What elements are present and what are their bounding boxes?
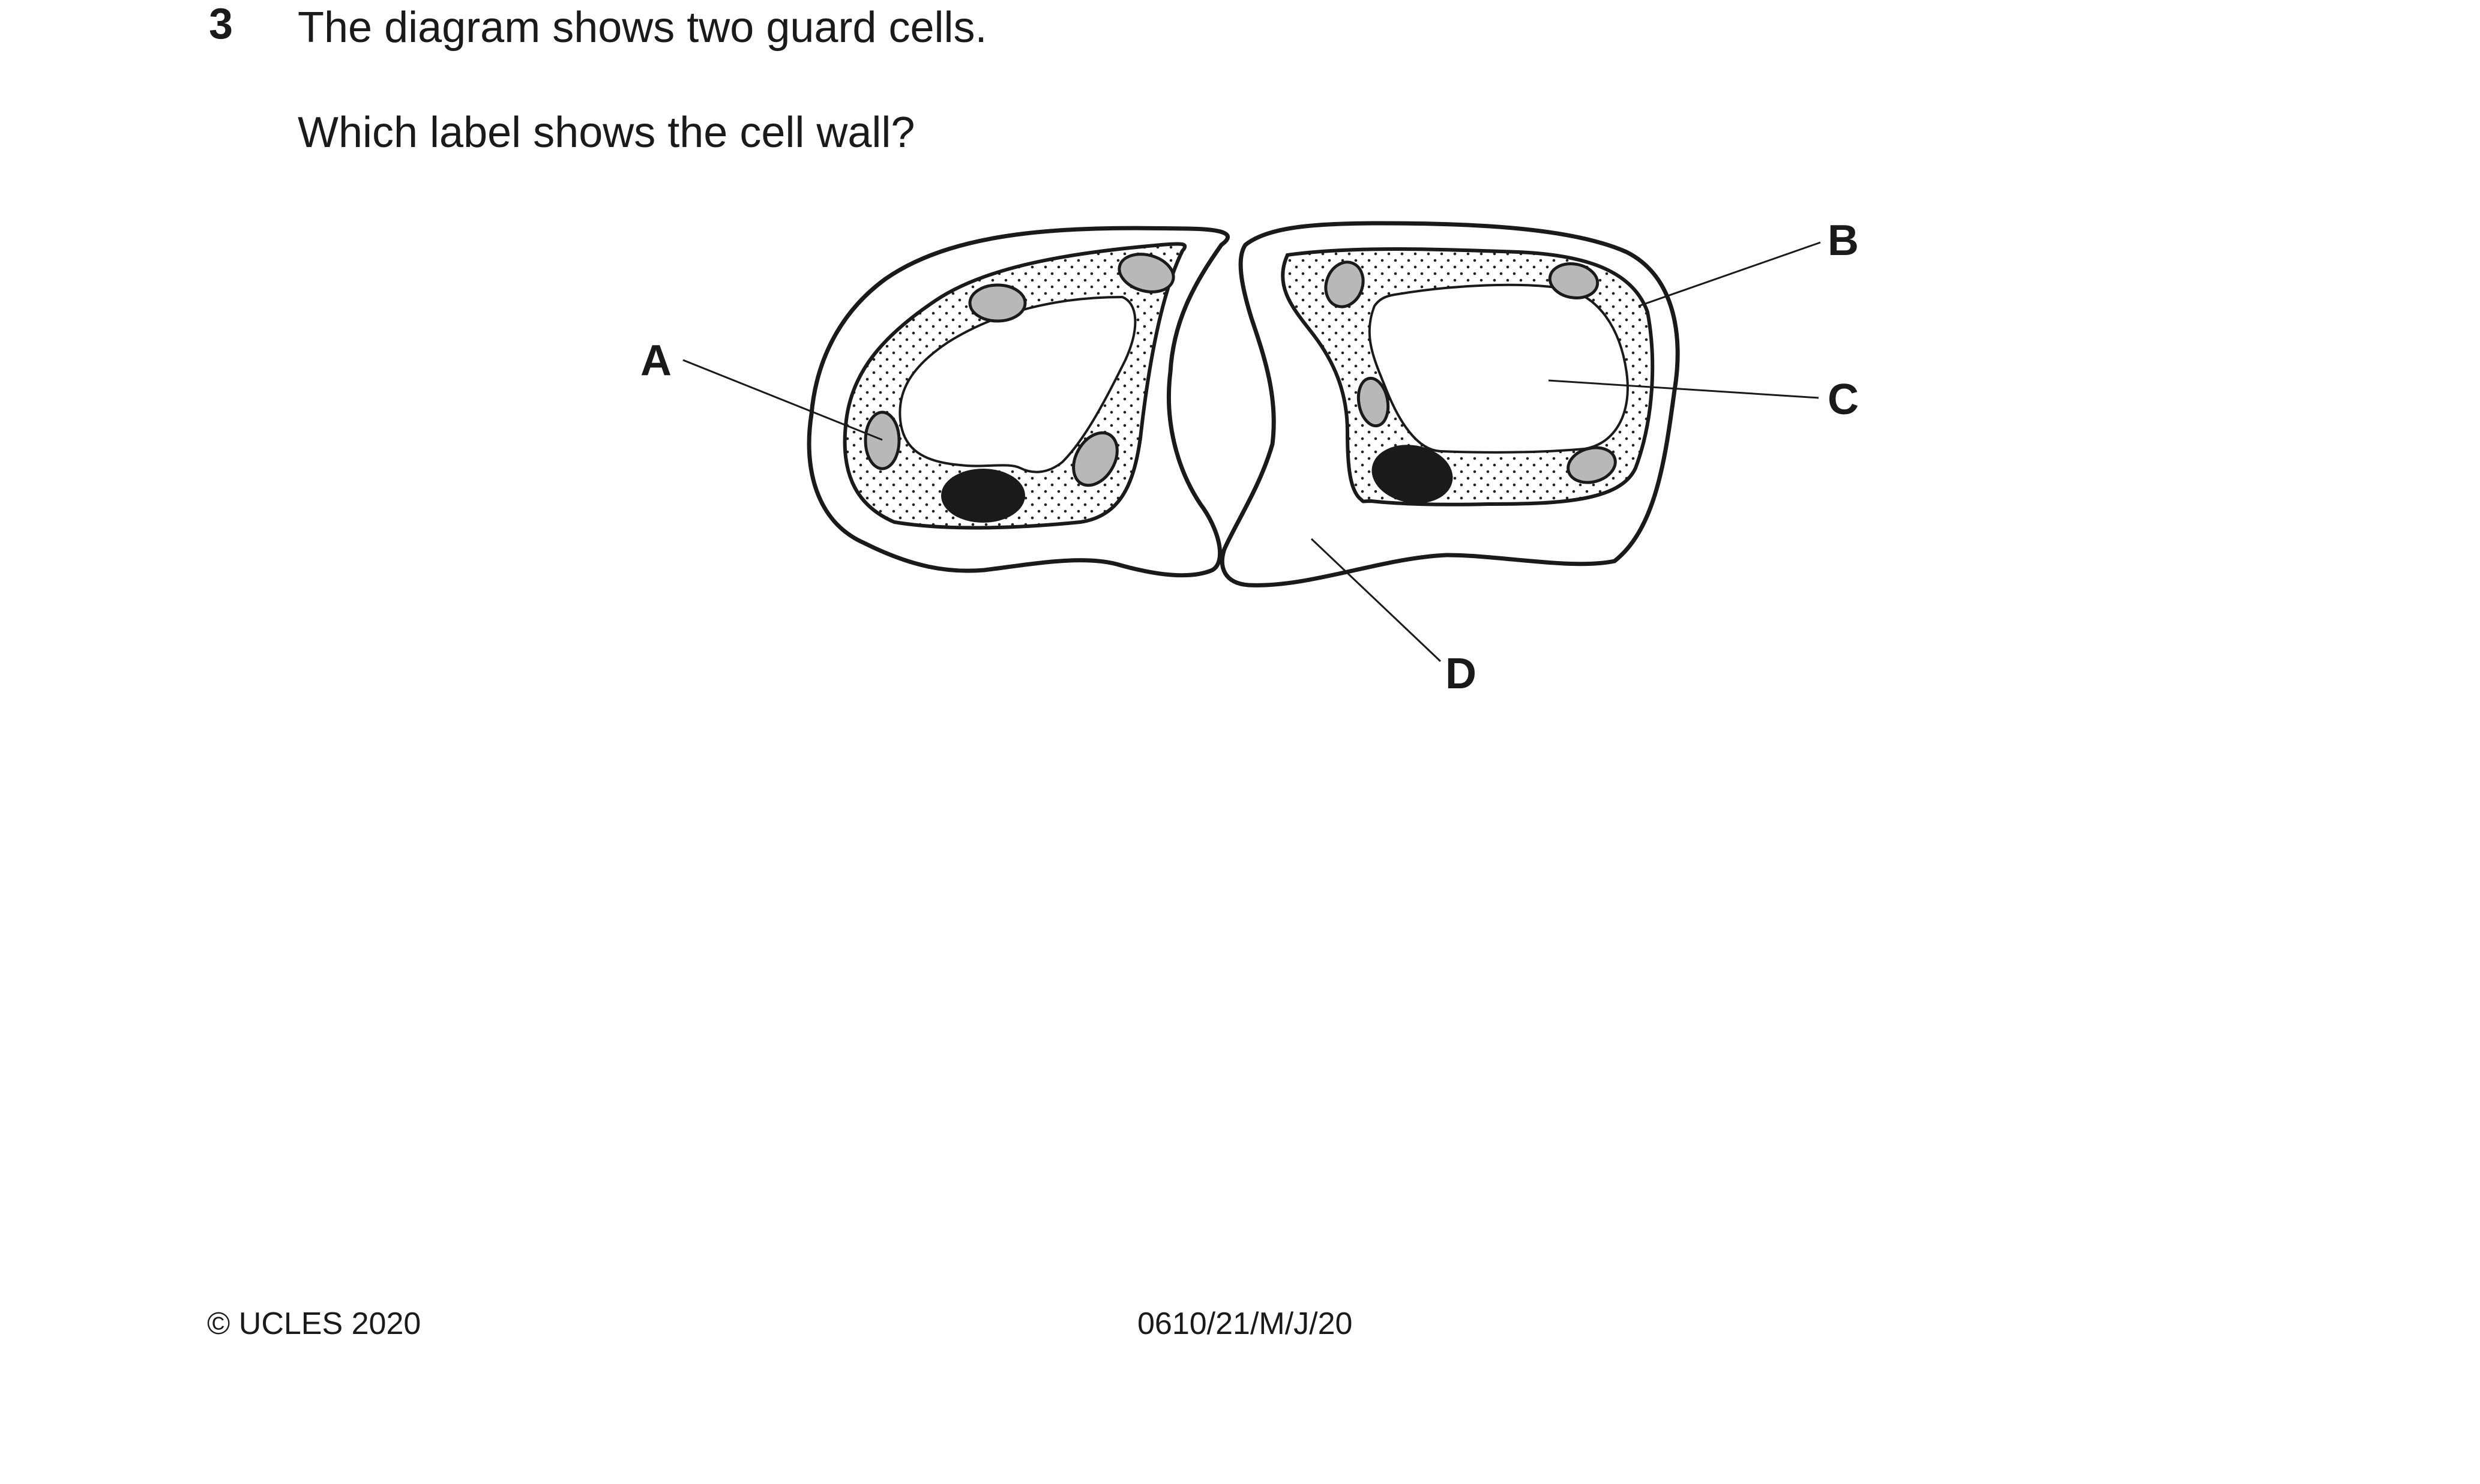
left-nucleus [941,469,1025,523]
question-number: 3 [209,0,233,48]
paper-code: 0610/21/M/J/20 [1137,1306,1353,1341]
right-chloroplast [1324,260,1365,308]
right-vacuole [1368,283,1629,454]
label-b: B [1828,217,1859,265]
question-prompt: Which label shows the cell wall? [298,109,915,157]
right-chloroplast [1548,262,1600,299]
label-a: A [640,337,672,385]
label-a-leader-line [682,359,883,441]
right-chloroplast [1567,446,1617,484]
label-c-leader-line [1548,379,1819,399]
label-d-leader-line [1310,538,1442,662]
right-nucleus [1371,445,1453,503]
left-chloroplast [968,283,1027,323]
copyright-notice: © UCLES 2020 [207,1306,421,1341]
right-chloroplast [1356,376,1390,428]
label-b-leader-line [1638,241,1821,307]
left-guard-cell [807,226,1230,578]
label-c: C [1828,376,1859,424]
label-d: D [1445,650,1476,698]
right-guard-cell [1220,221,1680,587]
left-chloroplast [1072,431,1119,487]
left-chloroplast [864,410,901,470]
left-vacuole [898,295,1137,473]
left-chloroplast [1118,253,1175,293]
question-stem: The diagram shows two guard cells. [298,4,987,52]
